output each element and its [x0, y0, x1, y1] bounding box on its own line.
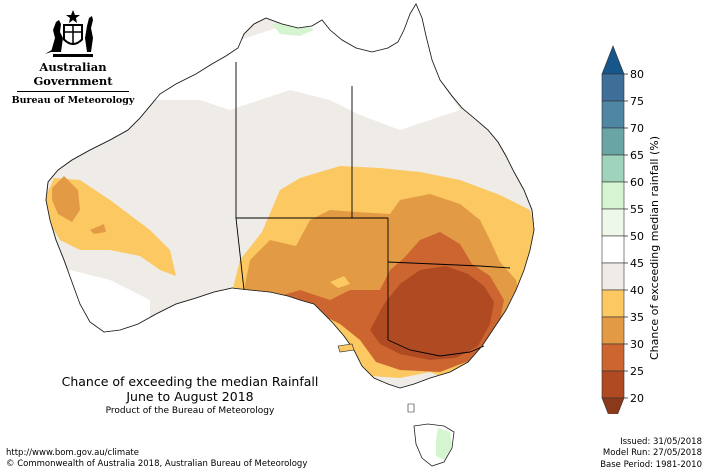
logo-divider — [17, 91, 129, 92]
legend-title: Chance of exceeding median rainfall (%) — [648, 135, 661, 360]
legend-tick-label: 60 — [630, 176, 644, 189]
legend-band-65-70 — [601, 127, 625, 156]
copyright: © Commonwealth of Australia 2018, Austra… — [6, 459, 308, 470]
legend-band-75-80 — [601, 73, 625, 102]
legend-tick-label: 80 — [630, 68, 644, 81]
legend-tick-label: 50 — [630, 230, 644, 243]
legend-band-70-75 — [601, 100, 625, 129]
climate-url[interactable]: http://www.bom.gov.au/climate — [6, 448, 139, 458]
footer-left: http://www.bom.gov.au/climate © Commonwe… — [6, 448, 307, 471]
legend-tick-label: 45 — [630, 257, 644, 270]
region-30-35-pilbara — [52, 176, 80, 222]
legend-tick-label: 65 — [630, 149, 644, 162]
region-40-45-sa — [330, 276, 350, 288]
bass-strait-island — [407, 403, 415, 413]
legend-tick-label: 30 — [630, 338, 644, 351]
legend-arrow-top — [601, 45, 625, 75]
legend-tick-label: 25 — [630, 365, 644, 378]
legend-tick-label: 40 — [630, 284, 644, 297]
region-20-25 — [370, 266, 494, 360]
legend-band-50-55 — [601, 208, 625, 237]
model-run-date: Model Run: 27/05/2018 — [602, 448, 702, 459]
legend-band-40-45 — [601, 262, 625, 291]
legend-band-35-40 — [601, 289, 625, 318]
footer-right: Issued: 31/05/2018 Model Run: 27/05/2018… — [600, 437, 702, 471]
legend-tick-label: 35 — [630, 311, 644, 324]
color-legend: 80 75 70 65 60 55 50 45 40 35 30 25 20 — [601, 45, 644, 414]
legend-tick-label: 55 — [630, 203, 644, 216]
legend-band-30-35 — [601, 316, 625, 345]
legend-tick-label: 70 — [630, 122, 644, 135]
kangaroo-island — [337, 343, 355, 353]
region-40-45-south — [370, 372, 450, 388]
legend-arrow-bottom — [601, 397, 625, 414]
map-product: Product of the Bureau of Meteorology — [105, 406, 275, 416]
tasmania — [413, 423, 455, 467]
state-borders — [235, 62, 511, 357]
legend-band-55-60 — [601, 181, 625, 210]
legend-band-25-30 — [601, 343, 625, 372]
map-title: Chance of exceeding the median Rainfall — [61, 374, 319, 389]
bureau-name: Bureau of Meteorology — [11, 95, 135, 106]
legend-tick-label: 20 — [630, 392, 644, 405]
base-period: Base Period: 1981-2010 — [600, 459, 702, 470]
government-name: Australian Government — [33, 60, 113, 88]
map-period: June to August 2018 — [126, 389, 254, 404]
commonwealth-coat-of-arms-icon — [45, 10, 93, 57]
region-30-35-gascoyne — [90, 224, 106, 234]
legend-band-60-65 — [601, 154, 625, 183]
legend-tick-label: 75 — [630, 95, 644, 108]
legend-band-45-50 — [601, 235, 625, 264]
government-logo: Australian Government Bureau of Meteorol… — [8, 8, 138, 106]
map-title-block: Chance of exceeding the median Rainfall … — [20, 374, 360, 417]
coastline — [45, 3, 535, 389]
issued-date: Issued: 31/05/2018 — [620, 437, 702, 447]
legend-band-20-25 — [601, 370, 625, 399]
